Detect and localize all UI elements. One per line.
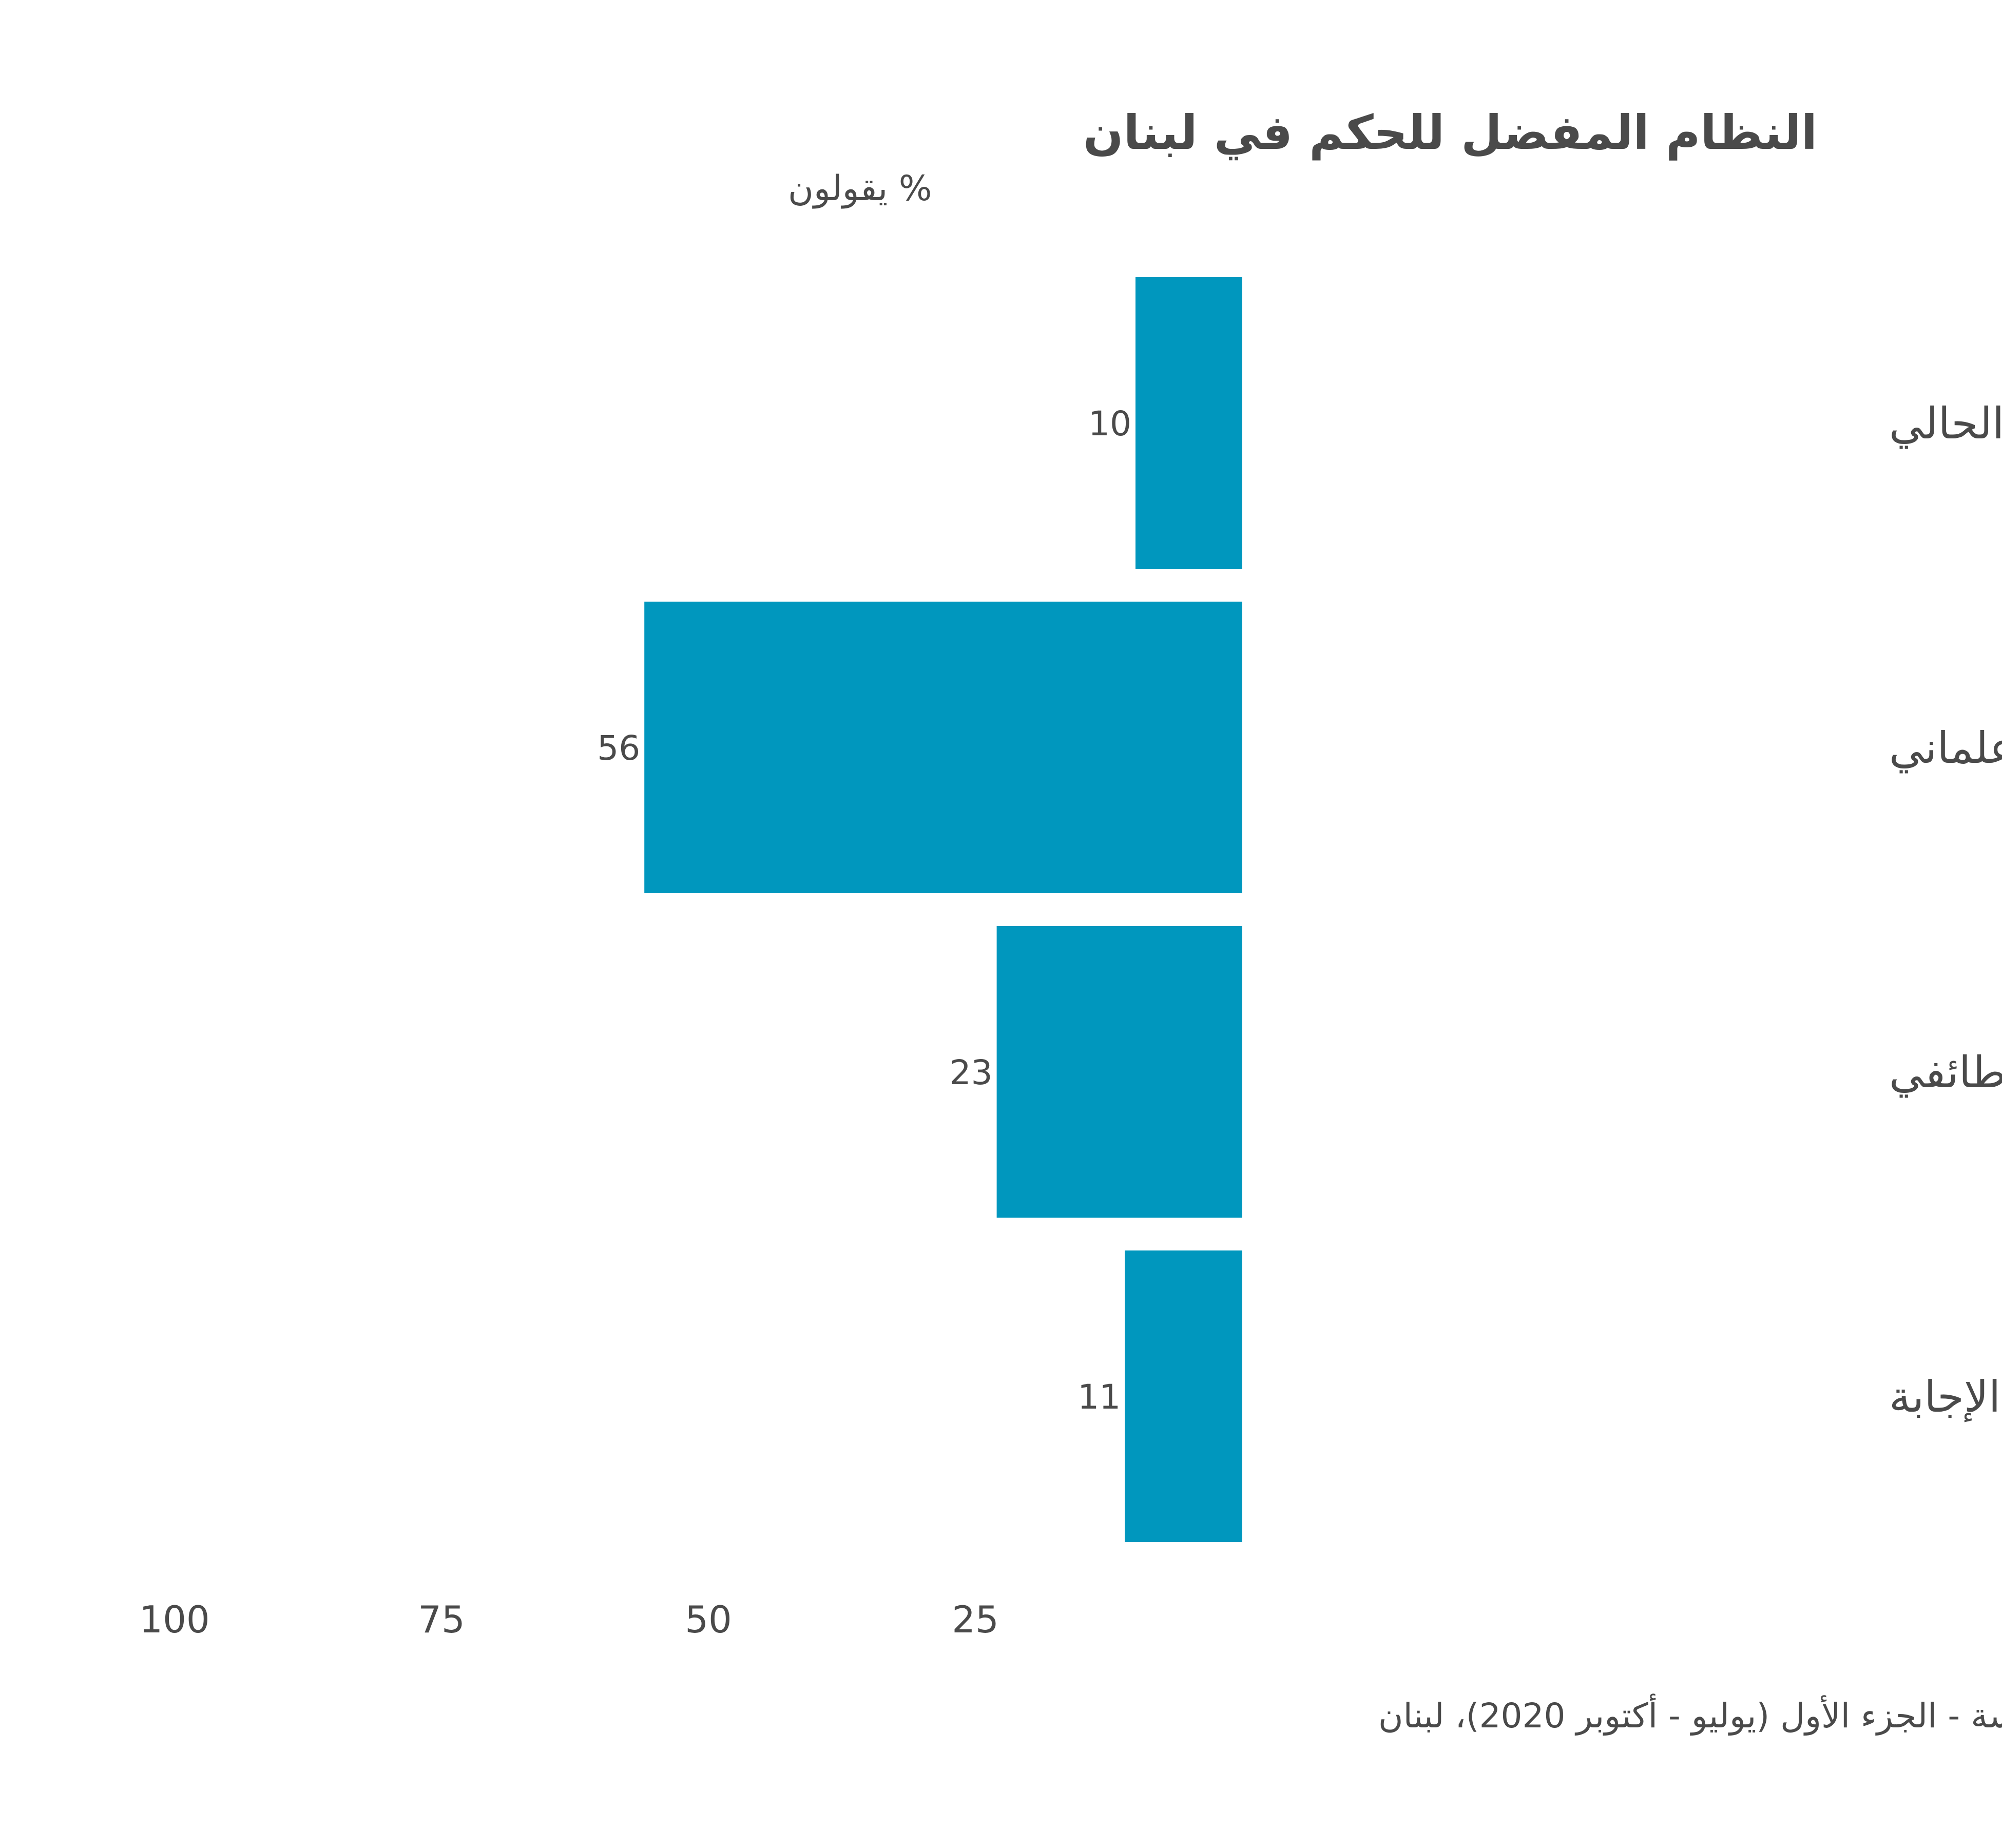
source-note: الباروميتر العربي، الدورة السادسة - الجز… bbox=[1378, 1693, 2002, 1736]
x-tick-label: 100 bbox=[139, 1598, 209, 1641]
chart-subtitle: % يقولون bbox=[788, 168, 932, 209]
bar bbox=[996, 926, 1242, 1218]
bar-value-label: 10 bbox=[1088, 404, 1131, 444]
category-label: نظام طائفي مثل النظام الحالي bbox=[1889, 398, 2002, 449]
x-tick-label: 50 bbox=[685, 1598, 732, 1641]
bar bbox=[1125, 1250, 1242, 1542]
category-label: لا أعرف/رفض الإجابة bbox=[1889, 1369, 2002, 1422]
chart-title: النظام المفضل للحكم في لبنان bbox=[1083, 105, 1817, 161]
bar bbox=[1135, 277, 1242, 569]
bars-layer: 10 نظام طائفي مثل النظام الحالي 56 نظام مدن… bbox=[597, 277, 2002, 1542]
bar bbox=[644, 602, 1242, 893]
bar-value-label: 11 bbox=[1077, 1377, 1121, 1417]
x-tick-label: 25 bbox=[952, 1598, 999, 1641]
bar-value-label: 23 bbox=[950, 1053, 993, 1092]
category-label: نظام فيدرالي طائفي bbox=[1889, 1047, 2002, 1098]
category-label: نظام مدني أو علماني bbox=[1889, 720, 2002, 774]
x-tick-label: 75 bbox=[418, 1598, 465, 1641]
bar-value-label: 56 bbox=[597, 728, 640, 768]
x-axis: 100 75 50 25 bbox=[139, 1598, 999, 1641]
